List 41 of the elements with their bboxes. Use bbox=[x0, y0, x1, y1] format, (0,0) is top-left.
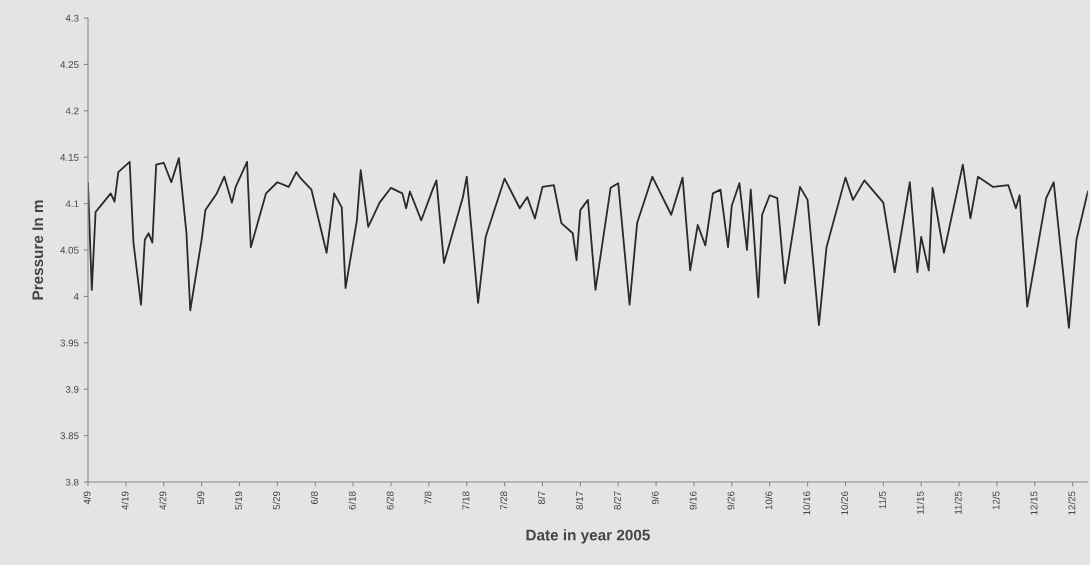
y-tick-label: 3.9 bbox=[65, 385, 79, 393]
x-tick-label: 9/26 bbox=[727, 491, 735, 510]
x-tick-label: 12/5 bbox=[992, 491, 1000, 510]
y-tick-label: 4.2 bbox=[65, 107, 79, 115]
x-tick-label: 7/28 bbox=[500, 491, 508, 510]
x-tick-label: 7/18 bbox=[462, 491, 470, 510]
y-tick-label: 4.1 bbox=[65, 200, 79, 208]
x-tick-label: 12/25 bbox=[1068, 491, 1076, 515]
x-tick-label: 5/9 bbox=[197, 491, 205, 505]
x-tick-label: 8/17 bbox=[575, 491, 583, 510]
x-tick-label: 9/6 bbox=[651, 491, 659, 505]
x-tick-label: 11/5 bbox=[878, 491, 886, 509]
y-tick-label: 4.15 bbox=[60, 154, 79, 161]
line-series bbox=[88, 157, 1088, 329]
y-tick-label: 3.8 bbox=[65, 478, 79, 486]
x-tick-label: 11/15 bbox=[916, 491, 924, 514]
x-tick-label: 10/26 bbox=[840, 491, 849, 515]
y-tick-label: 3.85 bbox=[60, 432, 79, 440]
x-tick-label: 4/9 bbox=[83, 491, 91, 505]
x-tick-label: 8/7 bbox=[537, 491, 546, 505]
x-tick-label: 7/8 bbox=[424, 491, 432, 505]
x-tick-label: 9/16 bbox=[689, 491, 697, 510]
x-tick-label: 5/29 bbox=[272, 491, 280, 510]
y-axis-title: Pressure In m bbox=[32, 200, 44, 300]
y-tick-label: 4 bbox=[73, 293, 79, 300]
x-tick-label: 5/19 bbox=[234, 491, 243, 510]
x-tick-label: 4/29 bbox=[159, 491, 167, 510]
x-tick-label: 6/8 bbox=[310, 491, 318, 505]
x-tick-label: 8/27 bbox=[613, 491, 621, 510]
x-tick-label: 4/19 bbox=[121, 491, 129, 510]
x-tick-label: 6/28 bbox=[386, 491, 394, 510]
x-tick-label: 10/16 bbox=[803, 491, 811, 515]
x-tick-label: 11/25 bbox=[954, 491, 962, 514]
x-tick-label: 10/6 bbox=[765, 491, 773, 510]
y-tick-label: 4.3 bbox=[65, 14, 79, 22]
x-axis-title: Date in year 2005 bbox=[526, 529, 650, 544]
x-tick-label: 12/15 bbox=[1030, 491, 1038, 515]
y-tick-label: 4.25 bbox=[60, 61, 79, 69]
y-tick-label: 3.95 bbox=[60, 339, 79, 347]
x-tick-label: 6/18 bbox=[348, 491, 356, 510]
y-tick-label: 4.05 bbox=[60, 246, 79, 254]
